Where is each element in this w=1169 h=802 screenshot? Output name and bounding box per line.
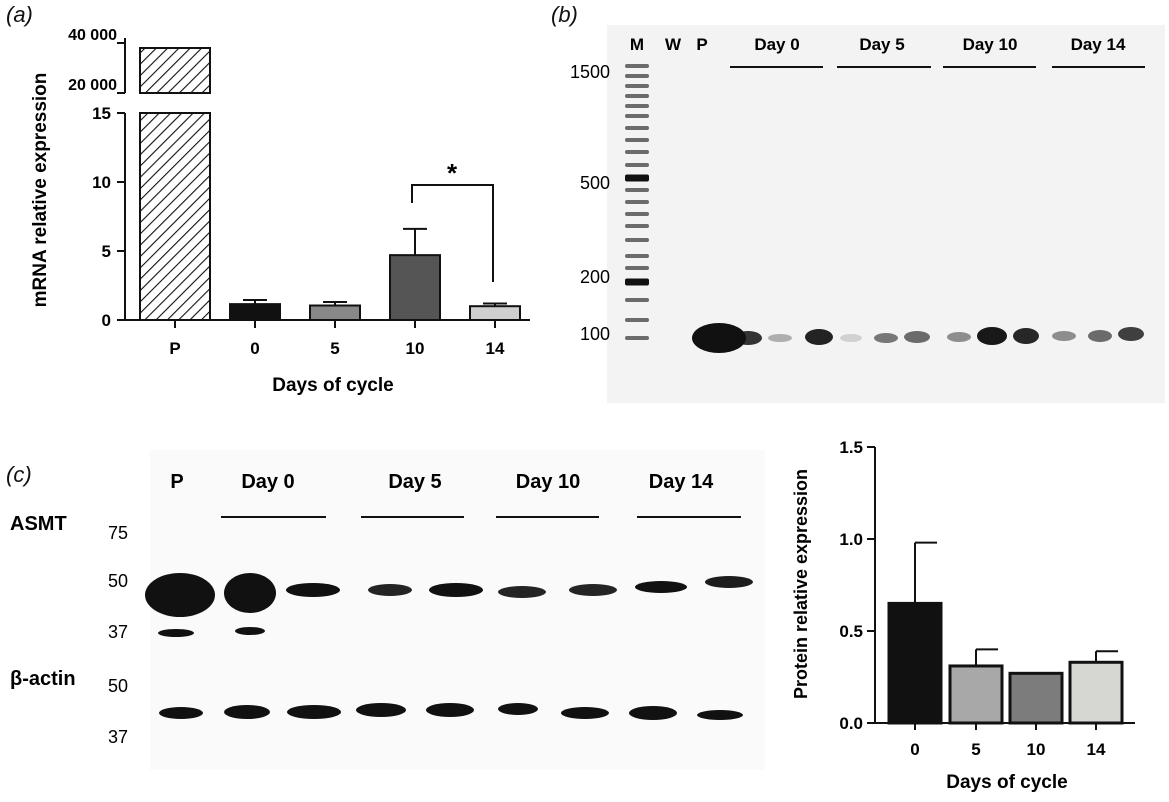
gel-lane-w: W: [665, 35, 682, 54]
ladder-band: [625, 104, 649, 108]
protein-y-tick-label: 1.0: [839, 530, 863, 549]
ladder-band: [625, 188, 649, 192]
ladder-band: [625, 84, 649, 88]
ladder-band: [625, 254, 649, 258]
ladder-band: [625, 126, 649, 130]
mrna-x-tick-label: 5: [330, 339, 339, 358]
protein-x-tick-label: 0: [910, 740, 919, 759]
ladder-band: [625, 266, 649, 270]
blot-marker-50: 50: [108, 571, 128, 591]
mrna-y-tick-label: 15: [92, 104, 111, 123]
ladder-band: [625, 163, 649, 167]
gel-group-day14: Day 14: [1071, 35, 1126, 54]
rt-pcr-gel-figure: M W P Day 0 Day 5 Day 10 Day 14 1500 500…: [570, 25, 1165, 403]
mrna-bar-chart: 0 5 10 15 20 000 40 000 P 0 5 10 14 mRNA relative …: [30, 27, 530, 396]
gel-marker-labels: 1500 500 200 100: [570, 62, 610, 344]
gel-header-labels: M W P Day 0 Day 5 Day 10 Day 14: [630, 35, 1126, 54]
blot-group-day14: Day 14: [649, 471, 714, 493]
ladder-band: [625, 278, 649, 286]
ladder-band: [625, 318, 649, 322]
blot-marker-37: 37: [108, 622, 128, 642]
mrna-bar-lower: [139, 112, 211, 321]
ladder-band: [625, 174, 649, 182]
gel-marker-1500: 1500: [570, 62, 610, 82]
blot-lane-p: P: [170, 471, 183, 493]
mrna-x-axis-label: Days of cycle: [272, 375, 393, 396]
beta-actin-bands: [159, 703, 743, 720]
panel-label-c: (c): [6, 462, 32, 487]
protein-x-tick-label: 10: [1027, 740, 1046, 759]
gel-sample-bands: [692, 323, 1144, 353]
ladder-band: [625, 94, 649, 98]
blot-group-day5: Day 5: [388, 471, 441, 493]
ladder-band: [625, 138, 649, 142]
mrna-y-tick-label: 0: [102, 311, 111, 330]
protein-y-axis-label: Protein relative expression: [791, 469, 811, 699]
panel-label-b: (b): [551, 2, 578, 27]
blot-protein-beta-actin: β-actin: [10, 668, 76, 690]
gel-group-day10: Day 10: [963, 35, 1018, 54]
mrna-y-axis-label: mRNA relative expression: [30, 73, 51, 308]
mrna-bar: [309, 304, 361, 322]
blot-group-day0: Day 0: [241, 471, 294, 493]
ladder-band: [625, 150, 649, 154]
mrna-y-tick-label: 5: [102, 242, 111, 261]
ladder-band: [625, 298, 649, 302]
ladder-band: [625, 74, 649, 78]
protein-x-axis-label: Days of cycle: [946, 772, 1067, 793]
dna-ladder: [625, 64, 649, 340]
gel-marker-100: 100: [580, 324, 610, 344]
asmt-bands: [145, 573, 753, 637]
blot-group-day10: Day 10: [516, 471, 581, 493]
gel-marker-500: 500: [580, 173, 610, 193]
protein-x-tick-label: 5: [971, 740, 980, 759]
mrna-bar: [229, 303, 281, 322]
ladder-band: [625, 114, 649, 118]
significance-bracket: *: [411, 158, 494, 282]
mrna-x-tick-label: 14: [486, 339, 505, 358]
blot-actin-marker-50: 50: [108, 676, 128, 696]
gel-background: [607, 25, 1165, 403]
mrna-y-tick-label-upper: 20 000: [68, 77, 117, 94]
protein-bar-chart: 0.0 0.5 1.0 1.5 0 5 10 14 Protein relative expr…: [791, 438, 1135, 793]
protein-bar: [1008, 671, 1064, 725]
mrna-y-tick-label-upper: 40 000: [68, 27, 117, 44]
protein-bar: [887, 601, 943, 725]
blot-header-labels: P Day 0 Day 5 Day 10 Day 14: [170, 471, 714, 493]
protein-y-tick-label: 1.5: [839, 438, 863, 457]
gel-lane-m: M: [630, 35, 644, 54]
mrna-x-tick-label: 0: [250, 339, 259, 358]
blot-protein-asmt: ASMT: [10, 513, 67, 535]
mrna-x-tick-label: P: [169, 339, 180, 358]
protein-bar: [948, 664, 1004, 725]
protein-y-tick-label: 0.5: [839, 622, 863, 641]
protein-bar: [1068, 660, 1124, 725]
western-blot-figure: P Day 0 Day 5 Day 10 Day 14 ASMT β-actin…: [10, 450, 765, 770]
ladder-band: [625, 64, 649, 68]
protein-x-tick-label: 14: [1087, 740, 1106, 759]
blot-actin-marker-37: 37: [108, 727, 128, 747]
mrna-bar-upper: [139, 47, 211, 94]
protein-y-tick-label: 0.0: [839, 714, 863, 733]
mrna-y-tick-label: 10: [92, 173, 111, 192]
panel-label-a: (a): [6, 2, 33, 27]
ladder-band: [625, 336, 649, 340]
mrna-bar: [469, 305, 521, 322]
ladder-band: [625, 212, 649, 216]
ladder-band: [625, 200, 649, 204]
mrna-x-tick-label: 10: [406, 339, 425, 358]
ladder-band: [625, 238, 649, 242]
blot-marker-labels: 75 50 37 50 37: [108, 523, 128, 747]
significance-star: *: [447, 158, 458, 188]
gel-group-day5: Day 5: [859, 35, 904, 54]
mrna-bar: [389, 254, 441, 321]
gel-lane-p: P: [696, 35, 707, 54]
blot-marker-75: 75: [108, 523, 128, 543]
gel-group-day0: Day 0: [754, 35, 799, 54]
ladder-band: [625, 224, 649, 228]
gel-marker-200: 200: [580, 267, 610, 287]
